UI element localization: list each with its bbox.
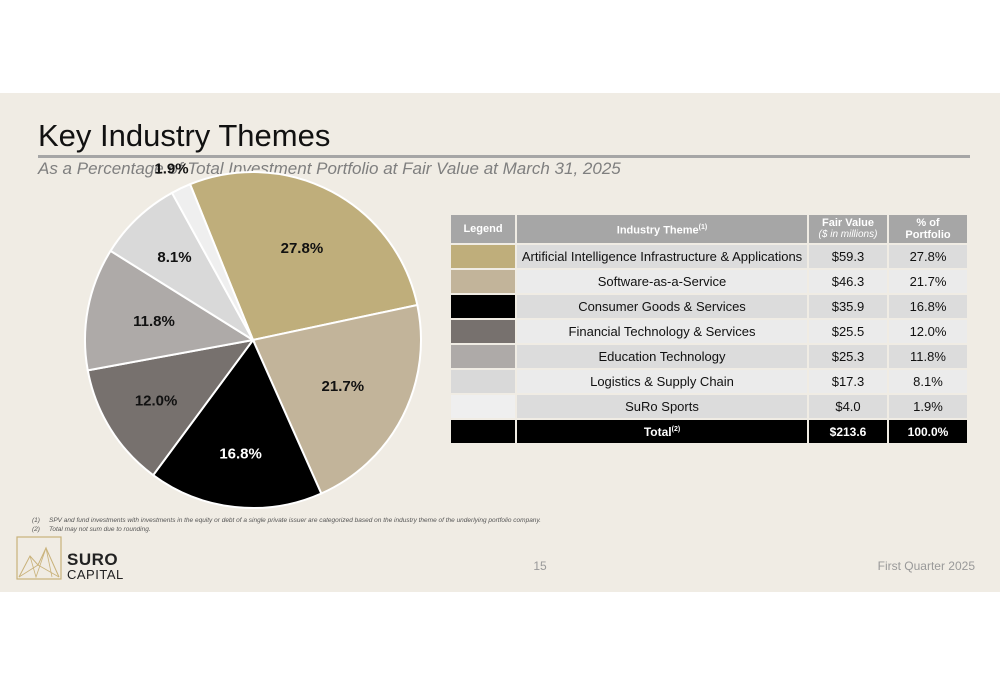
cell-fair-value: $46.3 (809, 270, 887, 293)
pie-data-label: 21.7% (322, 378, 365, 395)
pie-data-label: 8.1% (157, 249, 191, 266)
total-label: Total(2) (517, 420, 807, 443)
header-fair-value-label: Fair Value (822, 217, 874, 229)
header-theme-label: Industry Theme (616, 224, 699, 237)
table-header-row: Legend Industry Theme(1) Fair Value ($ in… (451, 215, 967, 243)
table-row: Software-as-a-Service $46.3 21.7% (451, 270, 967, 293)
pie-data-label: 1.9% (154, 161, 188, 178)
legend-swatch (451, 345, 515, 368)
footnote-number: (2) (32, 526, 40, 533)
footnotes: (1) SPV and fund investments with investm… (32, 516, 541, 534)
cell-industry-theme: Consumer Goods & Services (517, 295, 807, 318)
table-total-row: Total(2) $213.6 100.0% (451, 420, 967, 443)
legend-swatch (451, 370, 515, 393)
cell-industry-theme: Logistics & Supply Chain (517, 370, 807, 393)
pie-slice (170, 182, 254, 341)
cell-industry-theme: Artificial Intelligence Infrastructure &… (517, 245, 807, 268)
cell-pct-portfolio: 8.1% (889, 370, 967, 393)
industry-table: Legend Industry Theme(1) Fair Value ($ in… (449, 213, 969, 445)
cell-fair-value: $25.5 (809, 320, 887, 343)
total-swatch (451, 420, 515, 443)
header-fair-value: Fair Value ($ in millions) (809, 215, 887, 243)
cell-industry-theme: SuRo Sports (517, 395, 807, 418)
pie-chart: 27.8% 21.7% 16.8% 12.0% 11.8% 8.1% 1.9% (83, 161, 422, 509)
legend-swatch (451, 395, 515, 418)
cell-fair-value: $4.0 (809, 395, 887, 418)
legend-swatch (451, 295, 515, 318)
slide: Key Industry Themes As a Percentage of T… (0, 93, 1000, 592)
pie-slice (151, 338, 323, 509)
header-legend: Legend (451, 215, 515, 243)
period-label: First Quarter 2025 (877, 559, 975, 573)
table-row: SuRo Sports $4.0 1.9% (451, 395, 967, 418)
table-row: Financial Technology & Services $25.5 12.0… (451, 320, 967, 343)
table-row: Artificial Intelligence Infrastructure &… (451, 245, 967, 268)
cell-pct-portfolio: 27.8% (889, 245, 967, 268)
cell-fair-value: $17.3 (809, 370, 887, 393)
header-pct-portfolio: % of Portfolio (889, 215, 967, 243)
footnote-1: (1) SPV and fund investments with investm… (32, 516, 541, 525)
cell-fair-value: $59.3 (809, 245, 887, 268)
total-fair-value: $213.6 (809, 420, 887, 443)
suro-logo-icon (16, 536, 62, 580)
footnote-text: Total may not sum due to rounding. (49, 526, 151, 533)
total-footnote: (2) (671, 425, 681, 433)
table-body: Artificial Intelligence Infrastructure &… (451, 245, 967, 443)
page-number: 15 (533, 559, 547, 573)
page-subtitle: As a Percentage of Total Investment Port… (38, 159, 621, 178)
table-row: Consumer Goods & Services $35.9 16.8% (451, 295, 967, 318)
logo-wordmark: SURO CAPITAL (67, 551, 124, 582)
total-label-text: Total (643, 424, 672, 439)
pie-data-label: 12.0% (135, 393, 178, 410)
cell-pct-portfolio: 11.8% (889, 345, 967, 368)
table-row: Logistics & Supply Chain $17.3 8.1% (451, 370, 967, 393)
cell-fair-value: $25.3 (809, 345, 887, 368)
cell-industry-theme: Education Technology (517, 345, 807, 368)
header-industry-theme: Industry Theme(1) (517, 215, 807, 243)
pie-slice (251, 303, 422, 495)
cell-fair-value: $35.9 (809, 295, 887, 318)
pie-data-label: 27.8% (281, 240, 324, 257)
cell-pct-portfolio: 1.9% (889, 395, 967, 418)
header-fair-value-unit: ($ in millions) (818, 229, 878, 240)
pie-slice (188, 171, 419, 342)
footnote-2: (2) Total may not sum due to rounding. (32, 525, 541, 534)
logo-line-2: CAPITAL (67, 567, 124, 582)
total-pct-portfolio: 100.0% (889, 420, 967, 443)
footnote-number: (1) (32, 517, 40, 524)
pie-data-label: 11.8% (133, 313, 175, 330)
cell-pct-portfolio: 12.0% (889, 320, 967, 343)
logo-line-1: SURO (67, 550, 119, 569)
legend-swatch (451, 320, 515, 343)
page-title: Key Industry Themes (38, 118, 331, 153)
pie-slice (83, 249, 256, 372)
cell-pct-portfolio: 16.8% (889, 295, 967, 318)
cell-industry-theme: Software-as-a-Service (517, 270, 807, 293)
footnote-text: SPV and fund investments with investment… (49, 517, 541, 524)
cell-industry-theme: Financial Technology & Services (517, 320, 807, 343)
pie-data-label: 16.8% (219, 446, 262, 463)
legend-swatch (451, 245, 515, 268)
title-divider (38, 155, 970, 158)
table-row: Education Technology $25.3 11.8% (451, 345, 967, 368)
legend-swatch (451, 270, 515, 293)
header-theme-footnote: (1) (698, 223, 708, 231)
pie-slice (86, 338, 256, 477)
cell-pct-portfolio: 21.7% (889, 270, 967, 293)
